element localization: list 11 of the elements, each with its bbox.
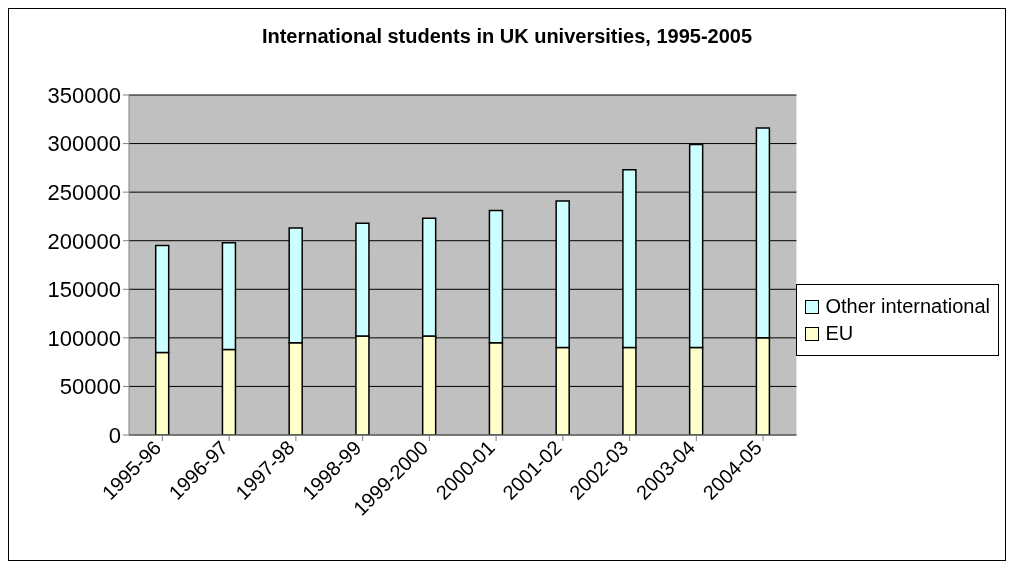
legend-label: Other international xyxy=(825,295,990,318)
y-tick-label: 300000 xyxy=(47,131,121,157)
y-tick-label: 50000 xyxy=(59,374,121,400)
y-tick-label: 0 xyxy=(108,422,121,448)
legend-label: EU xyxy=(825,322,854,345)
chart-title: International students in UK universities, 1995-2005 xyxy=(261,25,753,47)
y-tick-label: 350000 xyxy=(47,82,121,108)
y-tick-label: 100000 xyxy=(47,325,121,351)
y-tick-label: 200000 xyxy=(47,228,121,254)
y-tick-label: 250000 xyxy=(47,179,121,205)
y-tick-label: 150000 xyxy=(47,277,121,303)
